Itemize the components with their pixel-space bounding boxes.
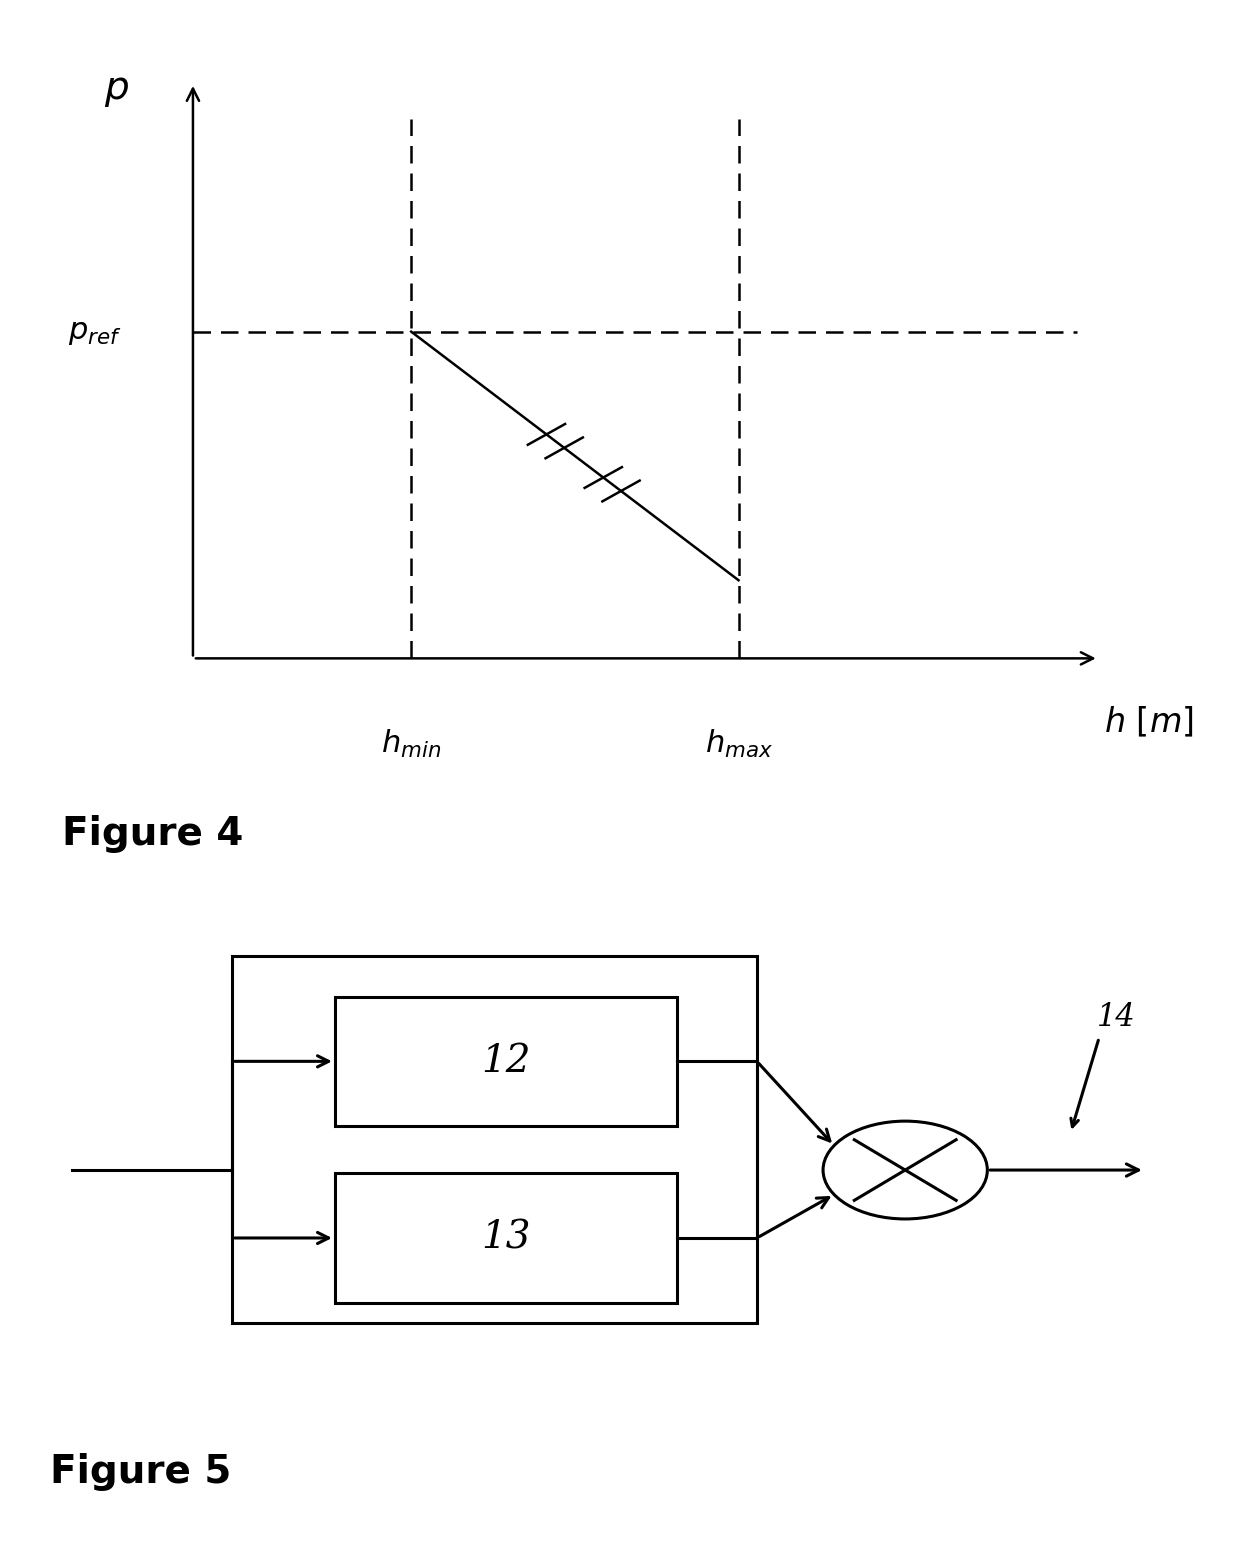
Text: $p_{ref}$: $p_{ref}$ (68, 317, 122, 347)
Text: Figure 4: Figure 4 (62, 815, 243, 852)
Text: 14: 14 (1097, 1002, 1136, 1033)
Bar (335, 997, 677, 1126)
Text: $p$: $p$ (104, 71, 129, 108)
Text: $h_{max}$: $h_{max}$ (704, 727, 773, 760)
Bar (335, 1173, 677, 1303)
Text: Figure 5: Figure 5 (50, 1453, 231, 1492)
Text: 13: 13 (481, 1220, 531, 1257)
Text: 12: 12 (481, 1042, 531, 1079)
Text: $h\ [m]$: $h\ [m]$ (1104, 706, 1194, 740)
Bar (232, 956, 756, 1323)
Text: $h_{min}$: $h_{min}$ (381, 727, 441, 760)
